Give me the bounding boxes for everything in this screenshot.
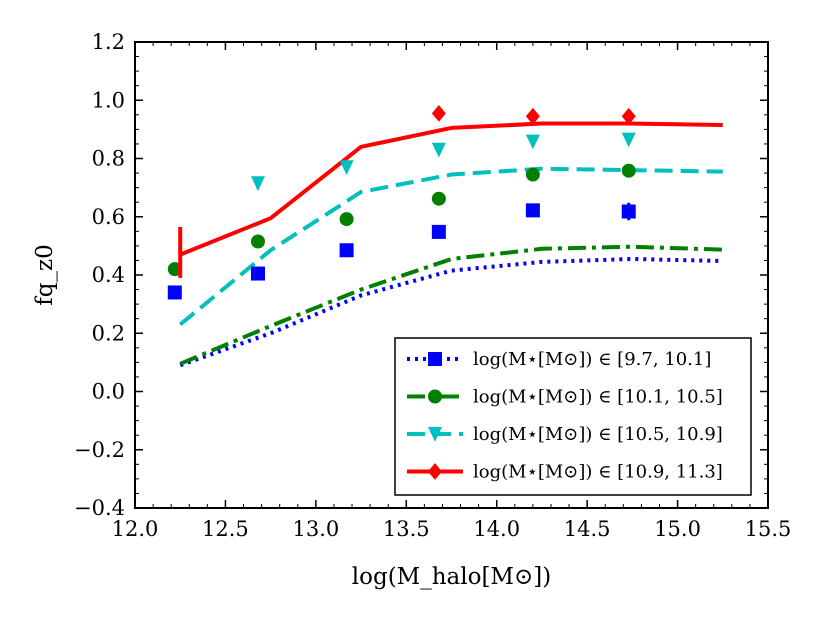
data-point [250,234,265,249]
x-axis-label: log(M_halo[M⊙]) [352,564,551,590]
legend-label: log(M⋆[M⊙]) ∈ [10.1, 10.5] [473,387,723,408]
x-tick-label: 12.0 [112,517,159,541]
data-point [621,204,636,219]
y-tick-label: 0.0 [92,380,125,404]
data-point [431,104,446,122]
data-point [621,107,636,125]
data-point [525,203,540,218]
x-tick-label: 13.5 [383,517,430,541]
data-point [167,285,182,300]
legend-label: log(M⋆[M⊙]) ∈ [10.5, 10.9] [473,424,723,445]
y-tick-label: 0.2 [92,321,125,345]
legend-marker [428,389,442,404]
data-point [621,132,636,148]
data-point [525,167,540,182]
data-point [525,134,540,150]
data-point [339,212,354,227]
legend-marker [428,352,442,366]
y-tick-label: −0.2 [74,438,125,462]
data-point [431,142,446,158]
data-point [525,107,540,125]
legend-marker [428,427,442,442]
x-tick-label: 14.0 [473,517,520,541]
y-tick-label: 0.6 [92,205,125,229]
legend-label: log(M⋆[M⊙]) ∈ [9.7, 10.1] [473,349,711,370]
x-tick-label: 12.5 [202,517,249,541]
x-tick-labels: 12.0 12.5 13.0 13.5 14.0 14.5 15.0 15.5 [112,517,792,541]
data-point [250,266,265,281]
y-tick-label: 1.0 [92,88,125,112]
data-point [339,160,354,175]
data-point [431,224,446,239]
x-tick-label: 15.5 [745,517,792,541]
data-point [621,163,636,178]
y-tick-label: −0.4 [74,496,125,520]
axis-ticks [134,41,769,509]
x-tick-label: 14.5 [564,517,611,541]
x-tick-label: 13.0 [292,517,339,541]
legend-label: log(M⋆[M⊙]) ∈ [10.9, 11.3] [473,462,723,483]
x-tick-label: 15.0 [654,517,701,541]
legend-box [394,337,752,496]
y-tick-label: 1.2 [92,30,125,54]
legend-marker [428,463,442,480]
series-line-3 [179,121,723,257]
data-point [250,176,265,191]
y-axis-label: fq_z0 [32,244,58,306]
series-markers [167,104,636,300]
data-point [339,243,354,258]
y-tick-label: 0.4 [92,263,125,287]
y-tick-labels: −0.4 −0.2 0.0 0.2 0.4 0.6 0.8 1.0 1.2 [74,30,125,520]
legend: log(M⋆[M⊙]) ∈ [9.7, 10.1] log(M⋆[M⊙]) ∈ [… [394,337,752,496]
y-tick-label: 0.8 [92,147,125,171]
data-point [431,191,446,206]
